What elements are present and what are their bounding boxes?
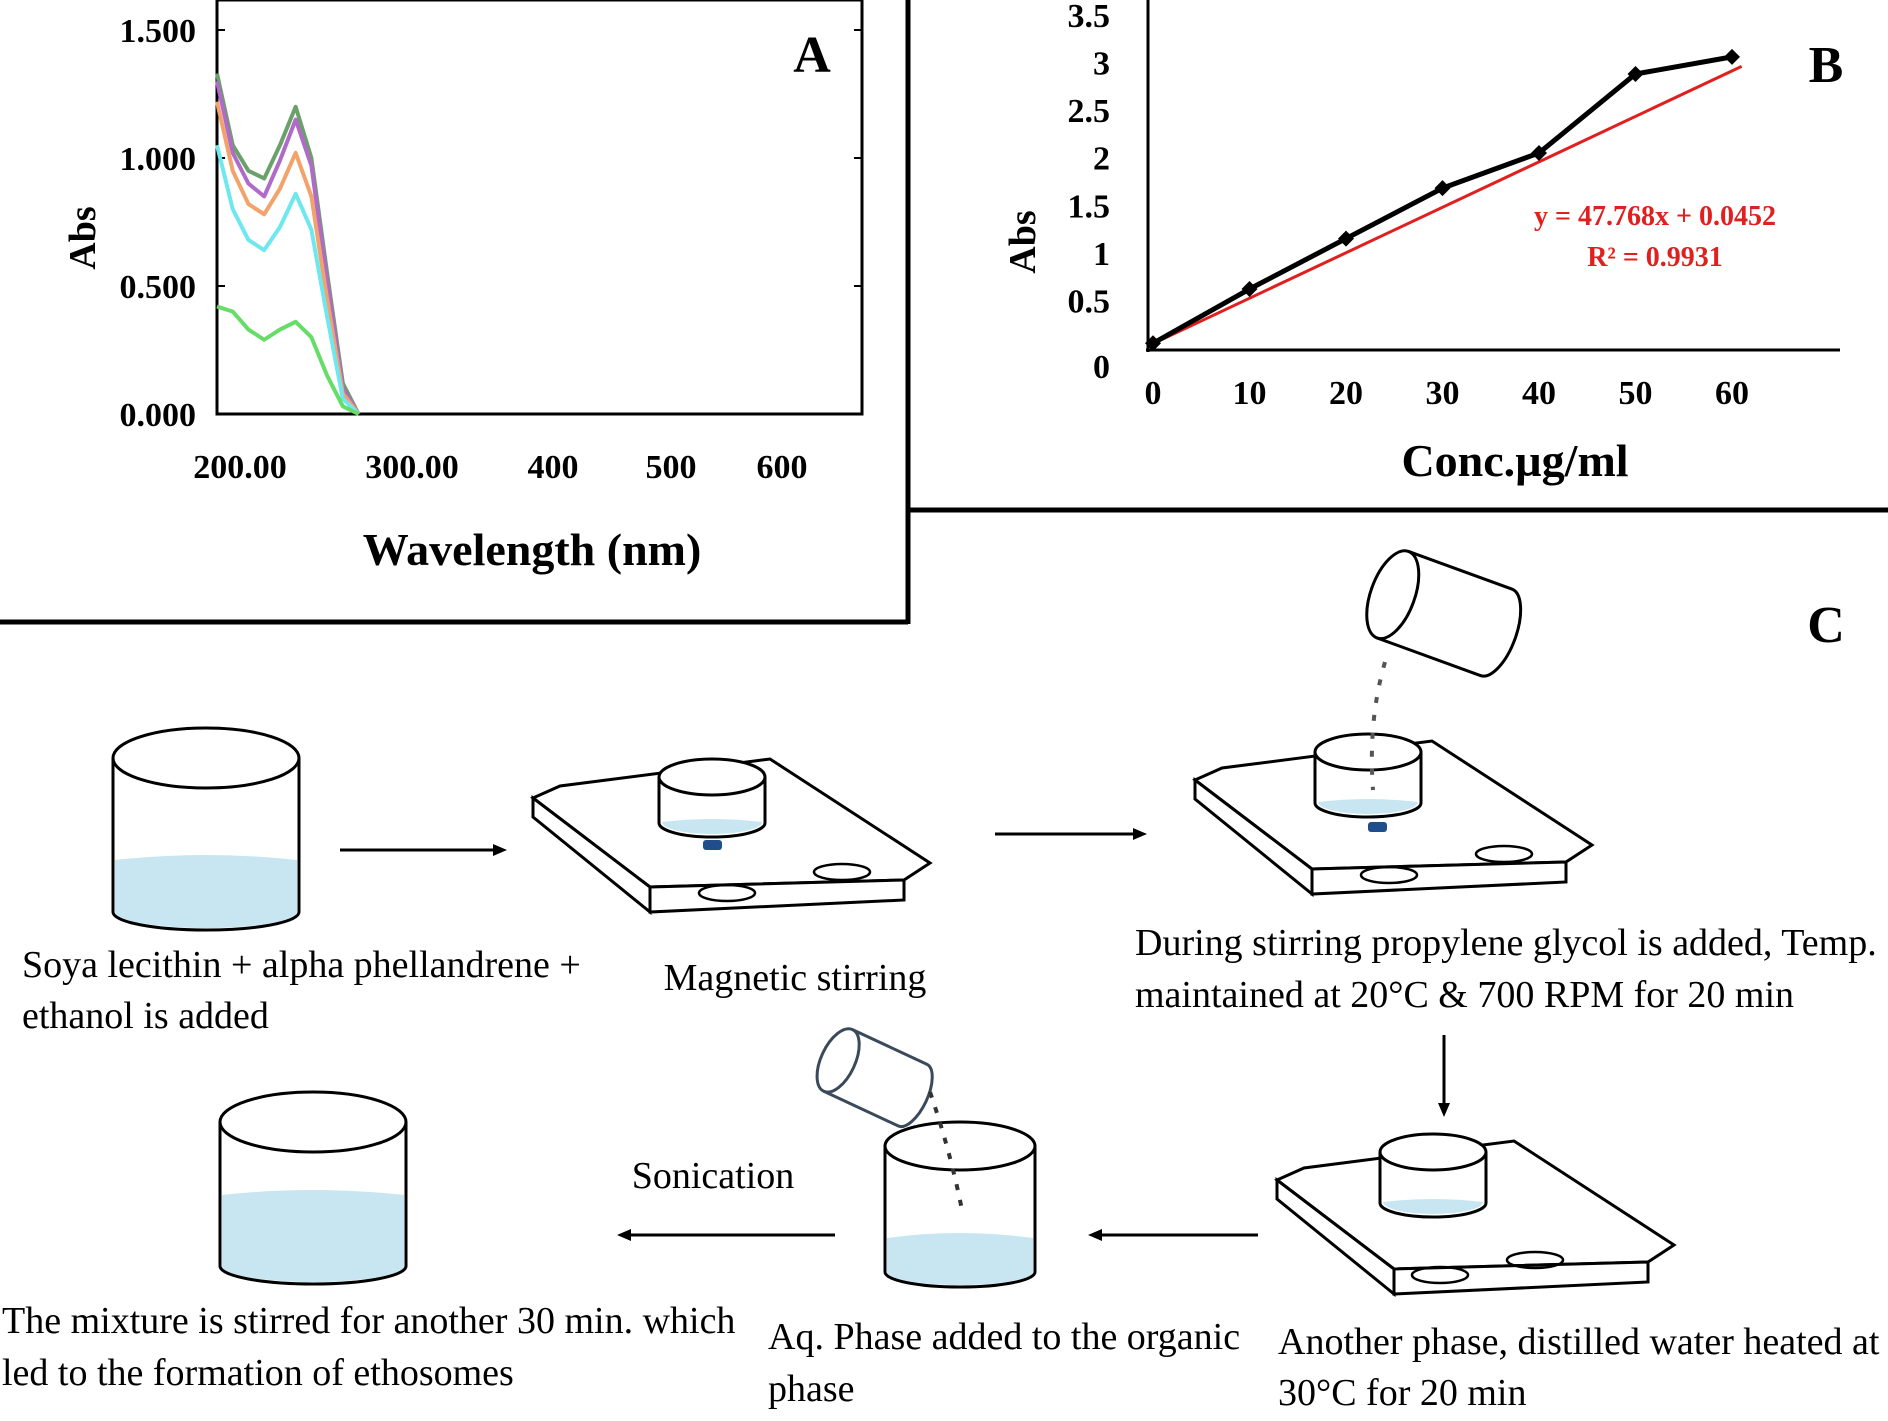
panel-b-y-tick-label: 3.5 <box>1068 0 1111 35</box>
panel-b-y-tick-label: 0.5 <box>1068 283 1111 320</box>
arrow-step5-to-6-head <box>617 1229 631 1241</box>
panel-a-label: A <box>793 27 831 84</box>
panel-b-data-point <box>1531 144 1547 161</box>
panel-a-x-tick-label: 200.00 <box>193 449 287 486</box>
panel-b-y-ticks: 0 0.5 1 1.5 2 2.5 3 3.5 <box>1068 0 1111 386</box>
beaker-step6 <box>218 1090 408 1286</box>
panel-b-y-tick-label: 2 <box>1093 141 1110 178</box>
panel-a-y-tick-label: 0.500 <box>120 269 197 306</box>
panel-a-plot-frame <box>215 0 864 416</box>
step3-caption: During stirring propylene glycol is adde… <box>1135 922 1886 1016</box>
panel-a-series-line-5 <box>216 304 360 416</box>
panel-b-y-tick-label: 1.5 <box>1068 188 1111 225</box>
step5-caption: Aq. Phase added to the organic phase <box>768 1316 1250 1410</box>
beaker-step5 <box>883 1120 1037 1289</box>
arrow-step3-to-4-head <box>1438 1103 1450 1117</box>
step6-caption: The mixture is stirred for another 30 mi… <box>2 1300 745 1394</box>
pour-stream-step3 <box>1369 661 1387 791</box>
step4-caption: Another phase, distilled water heated at… <box>1278 1321 1888 1414</box>
panel-b-y-tick-label: 0 <box>1093 349 1110 386</box>
arrow-step2-to-3-head <box>1133 828 1147 840</box>
panel-a-x-axis-label: Wavelength (nm) <box>363 524 702 575</box>
beaker-step5-liquid <box>887 1233 1033 1285</box>
panel-b-data-point <box>1241 281 1258 298</box>
magnetic-stirrer-step3 <box>1192 732 1595 898</box>
panel-b-trend-line <box>1152 65 1743 346</box>
panel-c-label: C <box>1807 597 1845 654</box>
step6-caption-line2: led to the formation of ethosomes <box>2 1352 514 1394</box>
panel-b-data-point <box>1338 230 1354 247</box>
pouring-cylinder-step5 <box>815 1027 964 1211</box>
step1-caption-line2: ethanol is added <box>22 995 269 1037</box>
panel-b-x-tick-label: 0 <box>1145 375 1162 412</box>
panel-b-series <box>1145 48 1740 352</box>
panel-b: B 0 0.5 1 1.5 2 2.5 3 3.5 0 10 20 30 40 50 60 y = 47.… <box>908 0 1888 513</box>
panel-b-data-point <box>1627 65 1644 82</box>
step6-caption-line1: The mixture is stirred for another 30 mi… <box>2 1300 735 1342</box>
panel-a-x-ticks: 200.00 300.00 400 500 600 <box>193 449 807 486</box>
panel-a-y-tick-label: 1.000 <box>120 141 197 178</box>
panel-a-y-axis-label: Abs <box>62 206 104 269</box>
panel-a: A 0.000 0.500 1.000 1.500 200.00 300.00 400 50… <box>0 0 911 625</box>
magnetic-stirrer-step2 <box>530 757 933 916</box>
step4-caption-line1: Another phase, distilled water heated at <box>1278 1321 1880 1363</box>
step3-caption-line1: During stirring propylene glycol is adde… <box>1135 922 1877 964</box>
panel-b-x-tick-label: 50 <box>1619 375 1653 412</box>
panel-a-series-line-4 <box>215 144 360 416</box>
panel-b-equation: y = 47.768x + 0.0452 <box>1534 201 1776 232</box>
panel-b-data-point <box>1145 335 1161 352</box>
stir-bar-step2 <box>703 840 722 850</box>
panel-a-y-tick-label: 1.500 <box>120 13 197 50</box>
panel-b-y-tick-label: 3 <box>1093 46 1110 83</box>
step1-caption: Soya lecithin + alpha phellandrene + eth… <box>22 944 590 1037</box>
panel-a-x-tick-label: 600 <box>757 449 808 486</box>
arrow-step4-to-5-head <box>1088 1229 1102 1241</box>
panel-a-series <box>215 73 361 416</box>
panel-a-series-line-3 <box>215 101 361 416</box>
panel-a-x-tick-label: 400 <box>528 449 579 486</box>
beaker-step1 <box>111 726 301 932</box>
beaker-step6-liquid <box>222 1190 404 1282</box>
panel-b-y-axis-label: Abs <box>1002 210 1044 273</box>
step5-caption-line2: phase <box>768 1368 855 1410</box>
panel-b-y-tick-label: 2.5 <box>1068 93 1111 130</box>
panel-c: C Magnetic stirring <box>2 549 1888 1414</box>
panel-a-x-tick-label: 300.00 <box>365 449 459 486</box>
pouring-cylinder-step3 <box>1365 549 1523 791</box>
stir-bar-step3 <box>1368 822 1387 832</box>
panel-b-x-tick-label: 40 <box>1522 375 1556 412</box>
panel-b-x-tick-label: 20 <box>1329 375 1363 412</box>
panel-b-data-point <box>1434 180 1451 197</box>
panel-b-label: B <box>1809 37 1844 94</box>
panel-b-x-ticks: 0 10 20 30 40 50 60 <box>1145 375 1750 412</box>
panel-b-r-squared: R² = 0.9931 <box>1587 242 1723 273</box>
arrow-step1-to-2-head <box>493 844 507 856</box>
panel-b-data-point <box>1724 48 1740 65</box>
step5-caption-line1: Aq. Phase added to the organic <box>768 1316 1240 1358</box>
panel-b-trendline <box>1152 65 1743 346</box>
panel-b-x-tick-label: 60 <box>1715 375 1749 412</box>
panel-b-x-tick-label: 30 <box>1426 375 1460 412</box>
step1-caption-line1: Soya lecithin + alpha phellandrene + <box>22 944 581 986</box>
panel-a-x-tick-label: 500 <box>646 449 697 486</box>
step4-caption-line2: 30°C for 20 min <box>1278 1372 1526 1414</box>
beaker-step1-liquid <box>115 855 297 928</box>
panel-b-x-axis-label: Conc.µg/ml <box>1401 435 1628 486</box>
step2-caption: Magnetic stirring <box>664 957 927 999</box>
panel-a-y-ticks: 0.000 0.500 1.000 1.500 <box>120 13 862 434</box>
panel-b-x-tick-label: 10 <box>1233 375 1267 412</box>
sonication-label: Sonication <box>632 1155 795 1197</box>
step3-caption-line2: maintained at 20°C & 700 RPM for 20 min <box>1135 974 1794 1016</box>
panel-b-y-tick-label: 1 <box>1093 236 1110 273</box>
magnetic-stirrer-step4 <box>1274 1132 1677 1298</box>
panel-a-y-tick-label: 0.000 <box>120 397 197 434</box>
